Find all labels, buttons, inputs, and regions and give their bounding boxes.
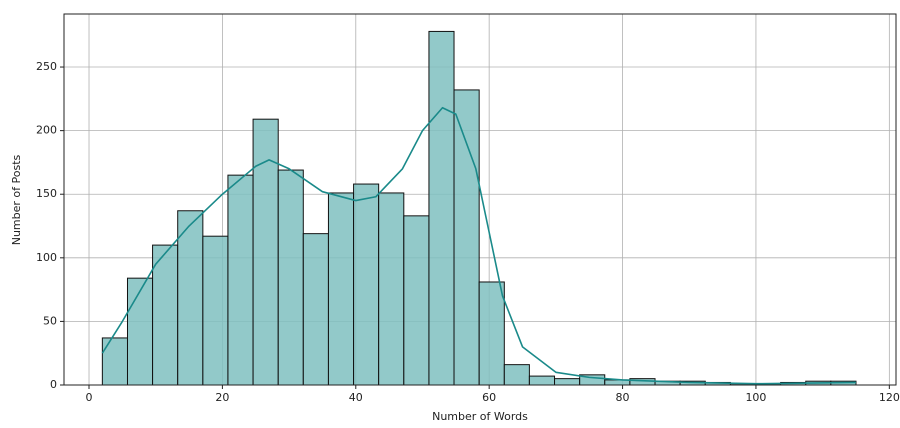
x-tick-label: 40	[349, 391, 363, 404]
y-tick-label: 0	[50, 378, 57, 391]
y-tick-label: 50	[43, 314, 57, 327]
x-tick-label: 60	[482, 391, 496, 404]
y-tick-label: 150	[36, 187, 57, 200]
bar	[353, 183, 380, 386]
x-tick-label: 20	[215, 391, 229, 404]
bar	[327, 192, 355, 386]
bar	[378, 192, 405, 386]
bar	[478, 281, 505, 386]
bar	[428, 30, 455, 386]
x-tick-label: 80	[616, 391, 630, 404]
bar	[503, 364, 530, 386]
bar	[101, 337, 128, 386]
bar	[453, 89, 480, 386]
bar	[126, 277, 154, 386]
bar	[152, 244, 179, 386]
bar	[528, 375, 556, 386]
bar	[403, 215, 430, 386]
y-tick-label: 250	[36, 60, 57, 73]
y-tick-label: 200	[36, 124, 57, 137]
bar	[302, 233, 329, 386]
bar	[202, 235, 229, 386]
y-axis-label: Number of Posts	[10, 154, 23, 245]
x-axis-label: Number of Words	[432, 410, 528, 423]
x-tick-label: 120	[879, 391, 900, 404]
bar	[227, 174, 254, 386]
y-tick-label: 100	[36, 251, 57, 264]
bar	[277, 169, 304, 386]
x-tick-label: 0	[86, 391, 93, 404]
x-tick-label: 100	[745, 391, 766, 404]
bar	[252, 118, 279, 386]
bar	[177, 210, 204, 386]
plot-frame	[63, 13, 897, 386]
bar	[554, 378, 581, 386]
kde-line	[101, 106, 856, 385]
